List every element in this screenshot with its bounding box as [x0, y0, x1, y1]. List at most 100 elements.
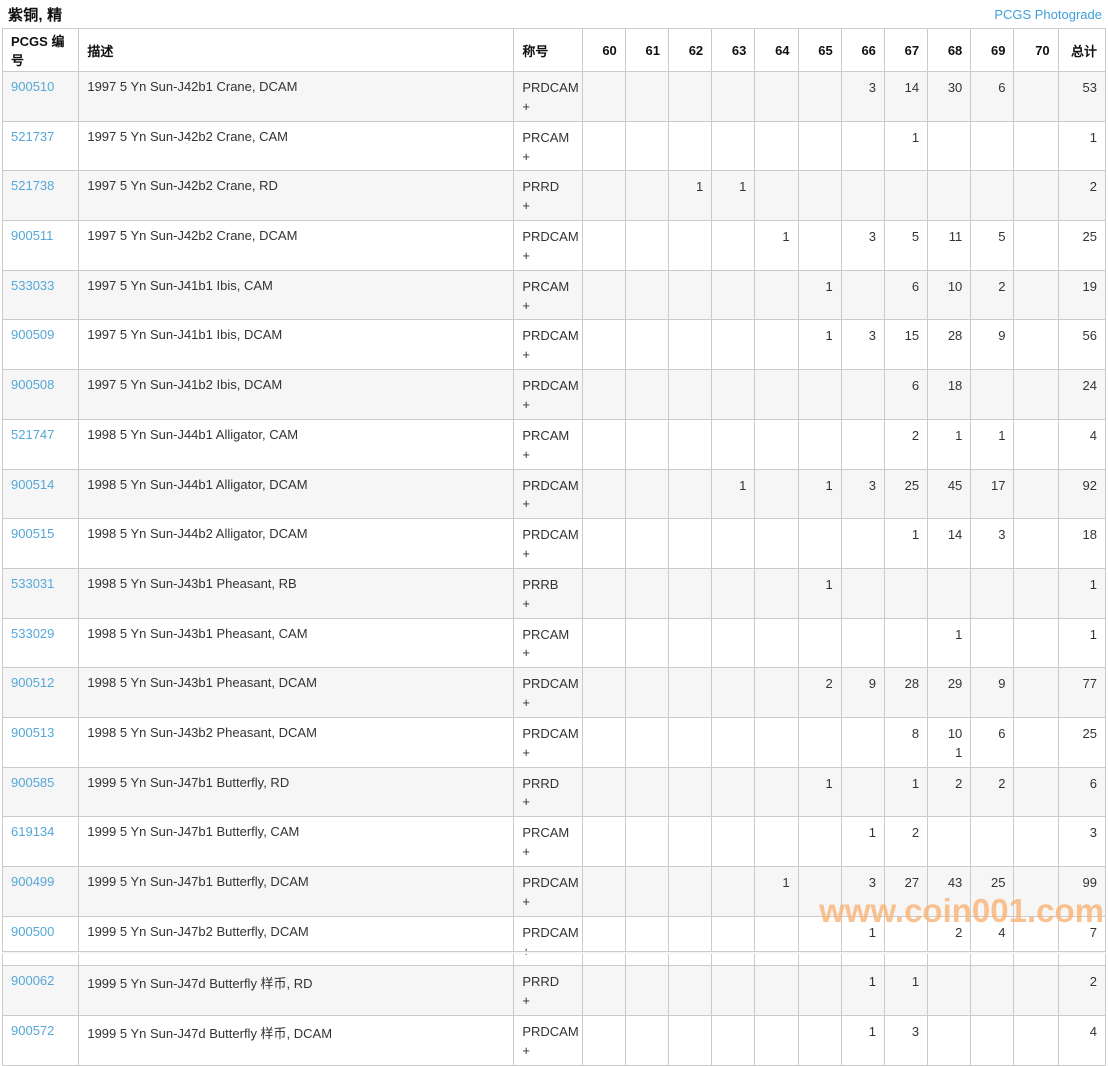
coin-description-cell: 1998 5 Yn Sun-J44b1 Alligator, CAM — [78, 418, 515, 470]
pcgs-number-link[interactable]: 900500 — [11, 923, 55, 939]
pcgs-number-cell: 521737 — [1, 120, 80, 172]
pcgs-number-link[interactable]: 900514 — [11, 476, 55, 492]
grade-70-count-cell — [1013, 816, 1059, 867]
grade-69-count-cell: 9 — [970, 667, 1015, 718]
grade-68-count-cell: 30 — [927, 71, 972, 122]
pcgs-number-cell: 900062 — [1, 965, 80, 1017]
pcgs-number-link[interactable]: 900572 — [11, 1023, 55, 1039]
pcgs-number-link[interactable]: 521738 — [11, 178, 55, 194]
grade-69-count-cell — [970, 617, 1015, 669]
grade-67-count-cell: 27 — [883, 866, 929, 917]
total-count-cell: 2 — [1057, 965, 1107, 1017]
grade-70-count-cell — [1013, 518, 1059, 569]
header-pcgs-number: PCGS 编号 — [1, 28, 80, 72]
grade-68-count-cell: 18 — [927, 369, 972, 420]
total-count-cell: 92 — [1057, 468, 1107, 520]
table-row: 521747 1998 5 Yn Sun-J44b1 Alligator, CA… — [1, 418, 1107, 470]
grade-70-count-cell — [1013, 915, 1059, 967]
coin-description-cell: 1999 5 Yn Sun-J47b1 Butterfly, RD — [78, 766, 515, 818]
pcgs-number-link[interactable]: 521747 — [11, 426, 55, 442]
pcgs-number-link[interactable]: 900515 — [11, 526, 55, 542]
grade-68-count-cell: 1 — [927, 418, 972, 470]
grade-66-count-cell — [840, 170, 885, 222]
pcgs-number-link[interactable]: 900512 — [11, 675, 55, 691]
pcgs-number-cell: 900499 — [1, 866, 80, 917]
grade-66-count-cell: 1 — [840, 1015, 885, 1066]
grade-63-count-cell — [711, 1015, 756, 1066]
pcgs-number-link[interactable]: 533031 — [11, 575, 55, 591]
grade-64-count-cell — [754, 170, 799, 222]
total-count-cell: 7 — [1057, 915, 1107, 967]
grade-62-count-cell — [667, 319, 713, 371]
grade-61-count-cell — [624, 418, 669, 470]
grade-66-count-cell: 3 — [840, 220, 885, 271]
grade-67-count-cell: 6 — [883, 269, 929, 321]
grade-67-count-cell — [883, 617, 929, 669]
header-row: PCGS 编号 描述 称号 60 61 62 63 64 65 66 67 68… — [1, 28, 1107, 72]
grade-62-count-cell — [667, 418, 713, 470]
header-grade-70: 70 — [1013, 28, 1059, 72]
grade-62-count-cell — [667, 1015, 713, 1066]
table-row: 900585 1999 5 Yn Sun-J47b1 Butterfly, RD… — [1, 766, 1107, 818]
total-count-cell: 99 — [1057, 866, 1107, 917]
pcgs-number-link[interactable]: 521737 — [11, 128, 55, 144]
header-grade-61: 61 — [624, 28, 669, 72]
grade-66-count-cell: 1 — [840, 816, 885, 867]
grade-65-count-cell: 1 — [797, 567, 842, 619]
grade-61-count-cell — [624, 269, 669, 321]
pcgs-number-link[interactable]: 900511 — [11, 228, 54, 244]
grade-60-count-cell — [581, 567, 626, 619]
grade-69-count-cell: 2 — [970, 269, 1015, 321]
grade-63-count-cell — [711, 766, 756, 818]
grade-61-count-cell — [624, 518, 669, 569]
pcgs-number-link[interactable]: 533029 — [11, 625, 55, 641]
grade-68-count-cell: 1 — [927, 617, 972, 669]
grade-66-count-cell — [840, 518, 885, 569]
grade-61-count-cell — [624, 667, 669, 718]
grade-61-count-cell — [624, 170, 669, 222]
table-row: 900513 1998 5 Yn Sun-J43b2 Pheasant, DCA… — [1, 716, 1107, 768]
grade-63-count-cell — [711, 71, 756, 122]
pcgs-number-link[interactable]: 900062 — [11, 973, 55, 989]
grade-61-count-cell — [624, 617, 669, 669]
designation-cell: PRRD + — [513, 766, 583, 818]
grade-60-count-cell — [581, 269, 626, 321]
grade-68-count-cell: 2 — [927, 766, 972, 818]
grade-63-count-cell — [711, 915, 756, 967]
total-count-cell: 4 — [1057, 418, 1107, 470]
grade-64-count-cell — [754, 418, 799, 470]
grade-60-count-cell — [581, 915, 626, 967]
pcgs-number-cell: 900510 — [1, 71, 80, 122]
pcgs-number-link[interactable]: 900510 — [11, 79, 55, 94]
grade-66-count-cell — [840, 369, 885, 420]
grade-65-count-cell — [797, 617, 842, 669]
grade-61-count-cell — [624, 319, 669, 371]
pcgs-number-link[interactable]: 619134 — [11, 824, 55, 840]
header-grade-62: 62 — [667, 28, 713, 72]
grade-70-count-cell — [1013, 617, 1059, 669]
table-row: 900500 1999 5 Yn Sun-J47b2 Butterfly, DC… — [1, 915, 1107, 967]
grade-68-count-cell: 2 — [927, 915, 972, 967]
pcgs-number-cell: 533031 — [1, 567, 80, 619]
table-row: 900511 1997 5 Yn Sun-J42b2 Crane, DCAM P… — [1, 220, 1107, 271]
grade-60-count-cell — [581, 418, 626, 470]
grade-64-count-cell — [754, 71, 799, 122]
grade-64-count-cell — [754, 617, 799, 669]
pcgs-number-link[interactable]: 533033 — [11, 277, 55, 293]
pcgs-number-link[interactable]: 900513 — [11, 724, 55, 740]
pcgs-number-link[interactable]: 900508 — [11, 377, 55, 393]
header-grade-66: 66 — [840, 28, 885, 72]
pcgs-number-cell: 900585 — [1, 766, 80, 818]
pcgs-number-link[interactable]: 900509 — [11, 327, 55, 343]
designation-cell: PRDCAM + — [513, 518, 583, 569]
pcgs-photograde-link[interactable]: PCGS Photograde — [994, 6, 1102, 22]
total-count-cell: 18 — [1057, 518, 1107, 569]
header-grade-67: 67 — [883, 28, 929, 72]
pcgs-number-link[interactable]: 900585 — [11, 774, 55, 790]
grade-65-count-cell: 1 — [797, 269, 842, 321]
grade-65-count-cell — [797, 170, 842, 222]
grade-65-count-cell: 1 — [797, 319, 842, 371]
grade-70-count-cell — [1013, 269, 1059, 321]
grade-67-count-cell: 5 — [883, 220, 929, 271]
pcgs-number-link[interactable]: 900499 — [11, 874, 55, 889]
